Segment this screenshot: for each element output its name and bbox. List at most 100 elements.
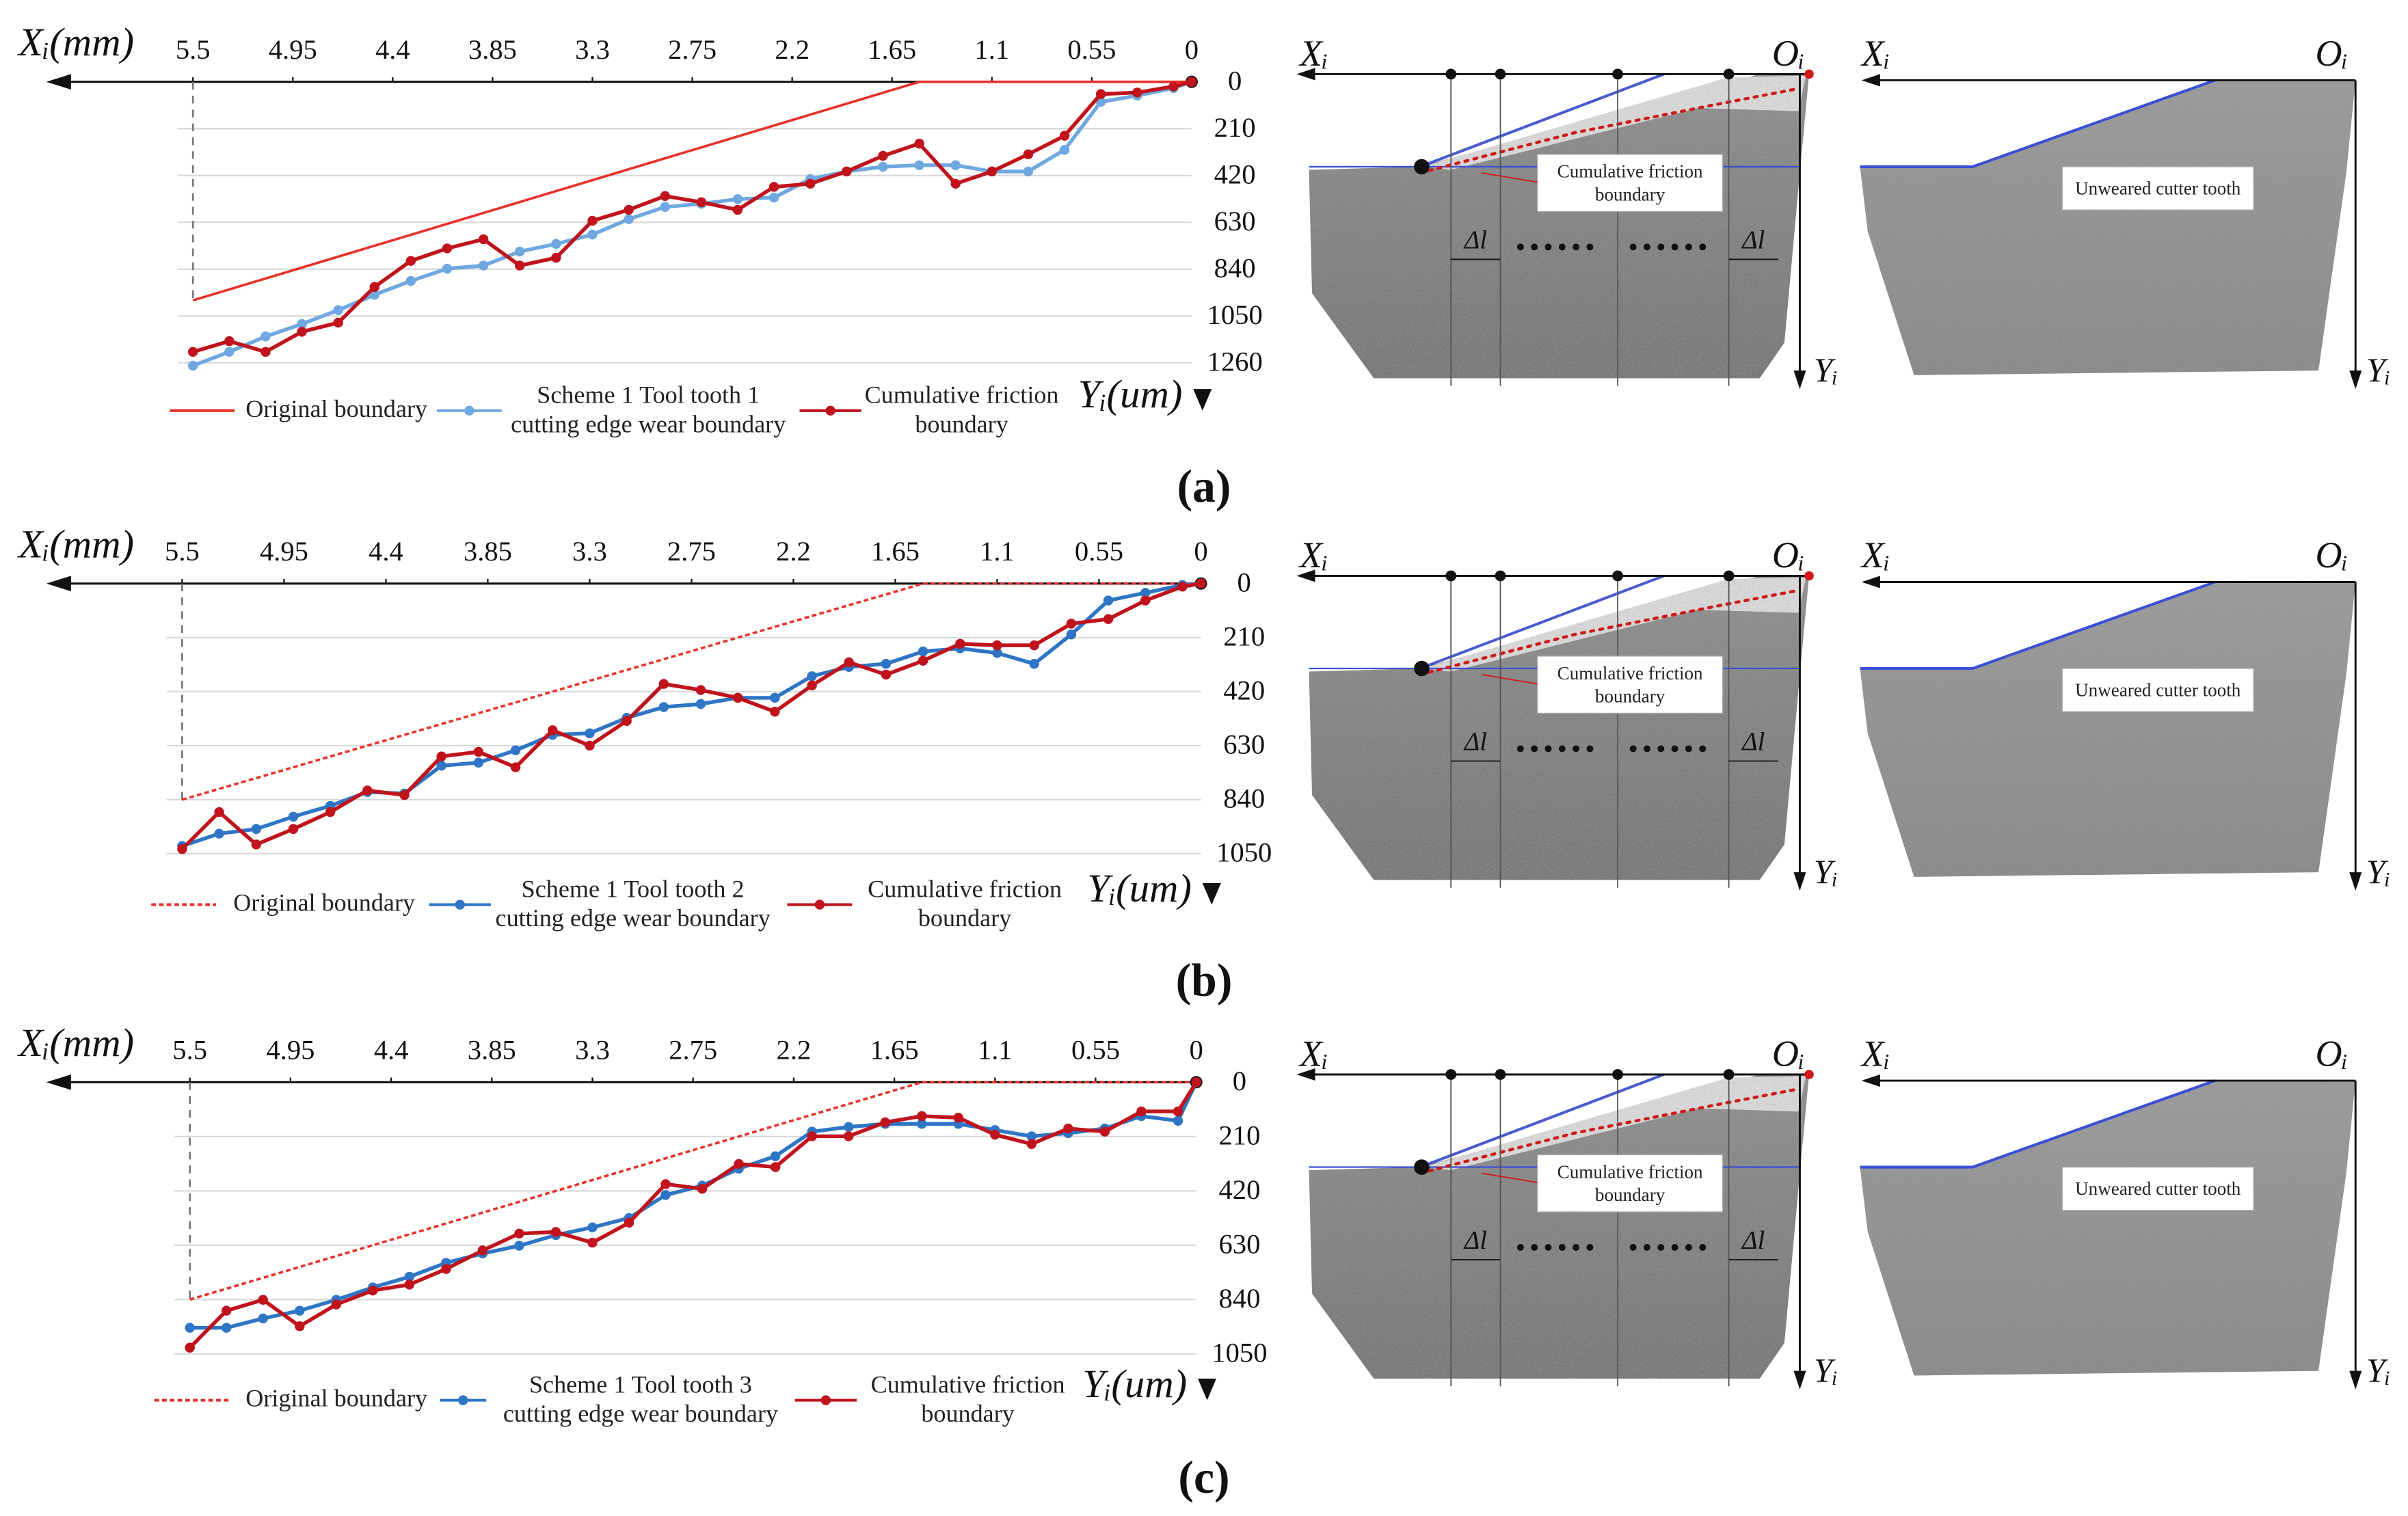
callout-box (1536, 1154, 1724, 1213)
y-tick-label: 1260 (1207, 346, 1263, 377)
x-tick-label: 2.75 (668, 34, 717, 65)
y-axis-label: Yᵢ(um) (1082, 1362, 1187, 1406)
ellipsis-dot (1586, 243, 1594, 251)
data-point (177, 844, 187, 854)
x-tick-label: 4.4 (369, 536, 403, 567)
data-point (368, 1285, 378, 1296)
data-point (914, 138, 924, 149)
data-point (732, 204, 743, 215)
legend-label-box: Cumulative friction boundary (871, 1372, 1065, 1429)
x-tick-label: 0.55 (1075, 536, 1123, 567)
data-point (1059, 131, 1070, 141)
data-point (1066, 619, 1077, 629)
axis-dot (1804, 1070, 1814, 1079)
legend-label-box: Cumulative friction boundary (868, 876, 1062, 932)
y-tick-label: 210 (1218, 1120, 1260, 1150)
data-point (770, 692, 780, 703)
x-axis-label: Xᵢ(mm) (17, 20, 134, 64)
tool-body (1309, 576, 1810, 880)
series-line (188, 1081, 1199, 1349)
axis-dot (1445, 1069, 1457, 1080)
x-tick-label: 4.95 (260, 536, 308, 567)
data-point (1132, 87, 1142, 98)
x-tick-label: 2.75 (667, 536, 716, 567)
x-tick-label: 2.2 (777, 1035, 812, 1066)
callout-text: Unweared cutter tooth (2075, 177, 2241, 199)
data-point (1191, 1077, 1201, 1087)
x-tick-label: 1.1 (980, 536, 1015, 567)
data-point (992, 648, 1002, 658)
x-tick-label: 0 (1185, 34, 1199, 65)
data-point (333, 317, 343, 328)
axis-y-arrow (1793, 370, 1806, 390)
ellipsis-dot (1531, 745, 1538, 753)
tool-body (1309, 74, 1810, 379)
axis-y-label: Yᵢ (1814, 1352, 1838, 1390)
ellipsis-dot (1531, 1244, 1538, 1251)
data-point (288, 811, 299, 822)
axis-x-arrow (1296, 1068, 1315, 1081)
legend-label: Original boundary (245, 397, 428, 424)
legend-marker (455, 899, 466, 910)
data-point (510, 762, 521, 772)
data-point (551, 252, 561, 263)
ellipsis-dot (1671, 243, 1678, 251)
ellipsis-dot (1586, 1244, 1594, 1251)
ellipsis-dot (1544, 243, 1552, 251)
ellipsis-dot (1516, 1244, 1524, 1251)
callout-text: Unweared cutter tooth (2075, 679, 2241, 701)
x-tick-label: 0 (1190, 1035, 1203, 1066)
data-point (214, 807, 224, 817)
axis-dot (1495, 68, 1506, 80)
legend-label-box: Original boundary (245, 397, 428, 424)
delta-label: Δl (1741, 226, 1765, 254)
data-point (624, 1217, 634, 1228)
data-point (807, 671, 817, 681)
friction-boundary (1418, 1088, 1795, 1175)
data-point (695, 685, 706, 695)
axis-dot (1445, 570, 1457, 582)
y-tick-label: 840 (1223, 783, 1265, 814)
callout-text: Cumulative friction boundary (1557, 662, 1703, 707)
callout-box (2061, 1166, 2254, 1211)
boundary-blue (1419, 1073, 1665, 1169)
data-point (1196, 578, 1206, 588)
x-tick-label: 0.55 (1067, 34, 1116, 65)
y-axis-label: Yᵢ(um) (1087, 866, 1192, 910)
x-tick-label: 1.65 (868, 34, 916, 65)
axis-dot (1723, 68, 1735, 80)
data-point (734, 1159, 744, 1169)
ellipsis-dot (1544, 1244, 1552, 1251)
callout-text-box: Cumulative friction boundary (1557, 1161, 1703, 1205)
delta-label: Δl (1741, 727, 1765, 756)
y-tick-label: 0 (1228, 65, 1242, 96)
panel-label: (c) (1178, 1452, 1229, 1503)
data-point (297, 319, 307, 329)
data-point (878, 150, 888, 161)
data-point (221, 1323, 232, 1333)
axis-x-arrow (1861, 1074, 1880, 1087)
legend-marker (464, 405, 474, 416)
data-point (399, 789, 410, 800)
start-dot (1414, 660, 1430, 677)
legend-label-box: Cumulative friction boundary (865, 383, 1059, 439)
data-point (510, 745, 521, 755)
legend-marker (814, 899, 825, 910)
data-point (1023, 149, 1034, 159)
data-point (325, 807, 336, 817)
start-dot (1414, 159, 1430, 175)
data-point (917, 1119, 927, 1129)
legend-label: Scheme 1 Tool tooth 2 cutting edge wear … (495, 876, 771, 933)
legend-label-box: Original boundary (233, 891, 415, 917)
data-point (881, 669, 892, 680)
axis-dot (1612, 1069, 1623, 1080)
ellipsis-dot (1629, 243, 1637, 251)
data-point (732, 194, 743, 204)
friction-boundary (1418, 87, 1795, 175)
data-point (660, 202, 670, 212)
panel-label: (b) (1176, 955, 1233, 1006)
y-tick-label: 420 (1214, 159, 1256, 189)
data-point (405, 256, 416, 266)
ellipsis-dot (1558, 243, 1566, 251)
